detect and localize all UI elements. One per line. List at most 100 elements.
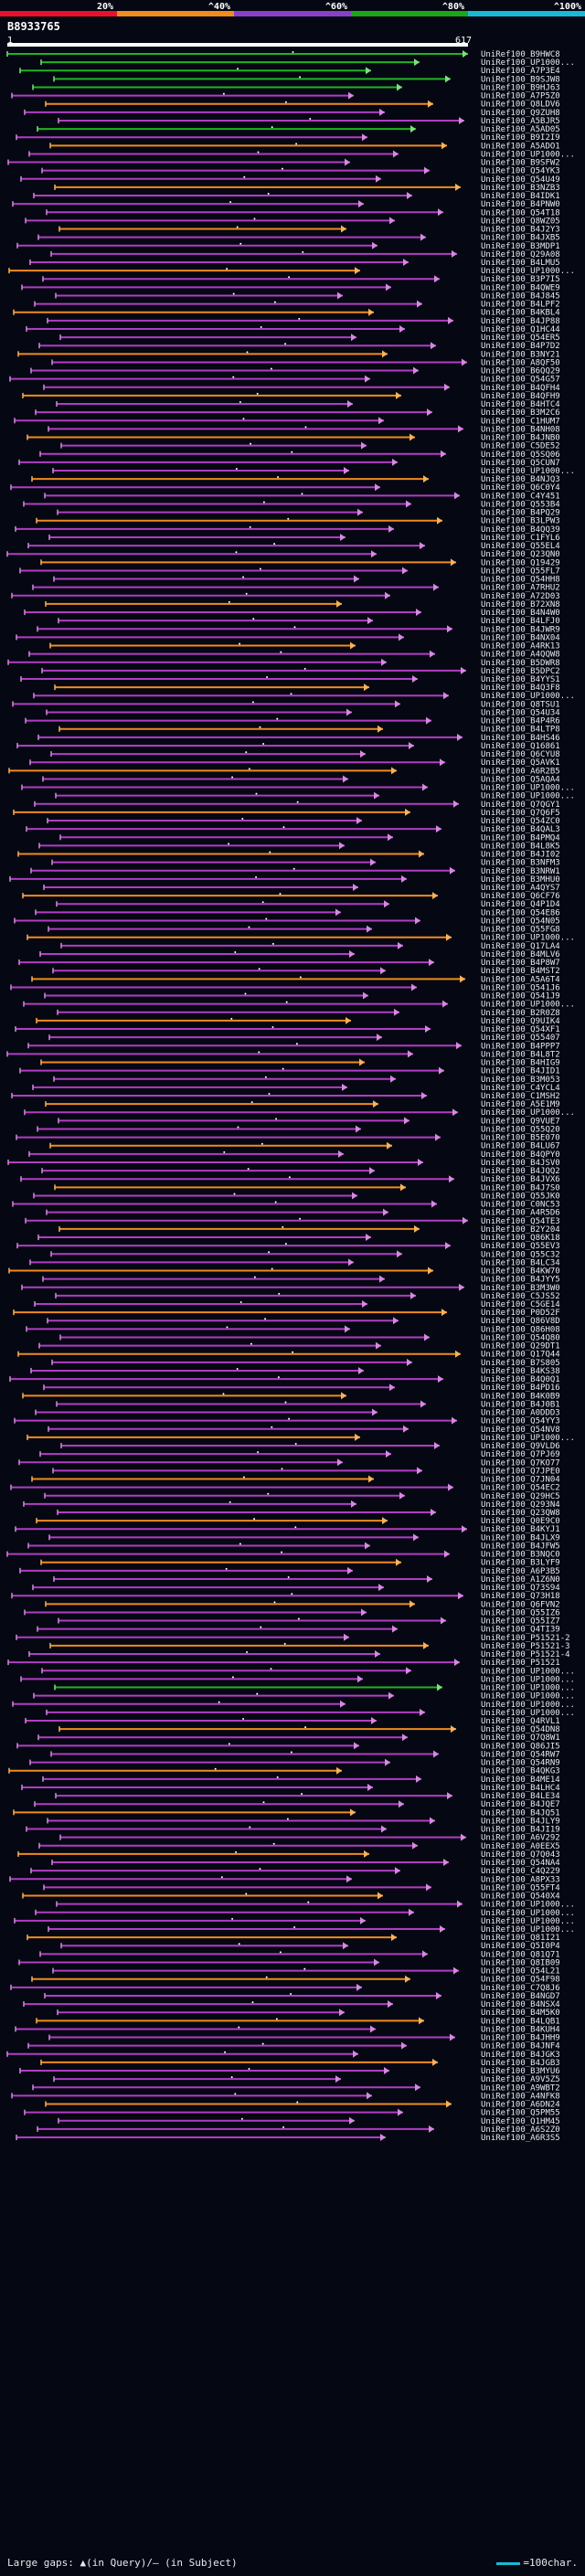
hit-label[interactable]: UniRef100_UP1000... (481, 150, 575, 159)
hit-row[interactable]: UniRef100_B4MST2 (52, 967, 560, 976)
hit-row[interactable]: UniRef100_B4QPY0 (28, 1150, 560, 1160)
hit-label[interactable]: UniRef100_B4NJQ3 (481, 475, 560, 484)
hit-label[interactable]: UniRef100_Q8WZ05 (481, 217, 560, 226)
hit-label[interactable]: UniRef100_B4NH08 (481, 425, 560, 434)
hit-label[interactable]: UniRef100_B3NRW1 (481, 867, 560, 876)
hit-row[interactable]: UniRef100_Q55IZ6 (24, 1608, 560, 1617)
hit-row[interactable]: UniRef100_Q7PJ69 (39, 1450, 560, 1459)
hit-row[interactable]: UniRef100_B2Y204 (58, 1224, 560, 1235)
hit-row[interactable]: UniRef100_A4QQW8 (28, 650, 560, 660)
hit-row[interactable]: UniRef100_B9SJW8 (53, 75, 560, 84)
hit-label[interactable]: UniRef100_A5AD05 (481, 125, 560, 134)
hit-row[interactable]: UniRef100_UP1000... (33, 1691, 575, 1701)
hit-row[interactable]: UniRef100_Q54NA4 (51, 1859, 560, 1868)
hit-label[interactable]: UniRef100_B4K0B9 (481, 1392, 560, 1401)
hit-row[interactable]: UniRef100_B4KYJ1 (15, 1525, 560, 1534)
hit-label[interactable]: UniRef100_B4HS46 (481, 734, 560, 743)
hit-row[interactable]: UniRef100_B3NQC0 (6, 1550, 560, 1560)
hit-row[interactable]: UniRef100_B4HTC4 (56, 400, 560, 409)
hit-label[interactable]: UniRef100_Q55Q20 (481, 1125, 560, 1134)
hit-label[interactable]: UniRef100_B4LQB1 (481, 2017, 560, 2026)
hit-row[interactable]: UniRef100_UP1000... (28, 150, 575, 159)
hit-row[interactable]: UniRef100_B4PQ29 (57, 508, 560, 518)
hit-row[interactable]: UniRef100_B4JI02 (17, 850, 560, 860)
hit-row[interactable]: UniRef100_B4L8K5 (38, 842, 560, 851)
hit-row[interactable]: UniRef100_B5DWR8 (7, 658, 560, 668)
hit-row[interactable]: UniRef100_A4R5D6 (46, 1208, 560, 1218)
hit-row[interactable]: UniRef100_B4NSX4 (23, 2000, 560, 2009)
hit-label[interactable]: UniRef100_B4JWR9 (481, 625, 560, 634)
hit-label[interactable]: UniRef100_B4JI19 (481, 1826, 560, 1835)
hit-label[interactable]: UniRef100_Q54Q80 (481, 1333, 560, 1342)
hit-row[interactable]: UniRef100_B6QQ29 (30, 366, 560, 376)
hit-label[interactable]: UniRef100_A5A6T4 (481, 975, 560, 984)
hit-row[interactable]: UniRef100_Q54YY3 (14, 1416, 560, 1426)
hit-row[interactable]: UniRef100_B4LMU5 (29, 259, 560, 268)
hit-row[interactable]: UniRef100_UP1000... (27, 933, 575, 943)
hit-row[interactable]: UniRef100_Q86H08 (26, 1325, 560, 1334)
hit-row[interactable]: UniRef100_Q5AQA4 (42, 775, 560, 784)
hit-row[interactable]: UniRef100_B4PPP7 (27, 1042, 560, 1051)
hit-label[interactable]: UniRef100_UP1000... (481, 1709, 575, 1718)
hit-label[interactable]: UniRef100_Q7PJ69 (481, 1450, 560, 1459)
hit-label[interactable]: UniRef100_Q5AVK1 (481, 758, 560, 768)
hit-label[interactable]: UniRef100_B3M3W0 (481, 1284, 560, 1293)
hit-label[interactable]: UniRef100_B3NQC0 (481, 1551, 560, 1560)
hit-label[interactable]: UniRef100_A8QF50 (481, 358, 560, 367)
hit-label[interactable]: UniRef100_A5E1M9 (481, 1100, 560, 1109)
hit-row[interactable]: UniRef100_Q54F98 (31, 1975, 560, 1985)
hit-label[interactable]: UniRef100_Q55FL7 (481, 567, 560, 576)
hit-label[interactable]: UniRef100_Q55C32 (481, 1250, 560, 1259)
hit-row[interactable]: UniRef100_B4JID1 (19, 1066, 560, 1076)
hit-row[interactable]: UniRef100_A5BJR5 (58, 116, 560, 126)
hit-label[interactable]: UniRef100_B4JQQ2 (481, 1167, 560, 1176)
hit-row[interactable]: UniRef100_B4JQ51 (13, 1808, 560, 1818)
hit-row[interactable]: UniRef100_B4J2Y3 (58, 225, 560, 235)
hit-label[interactable]: UniRef100_B4P4R6 (481, 717, 560, 726)
hit-label[interactable]: UniRef100_A9WBT2 (481, 2083, 560, 2093)
hit-label[interactable]: UniRef100_Q29A08 (481, 250, 560, 260)
hit-row[interactable]: UniRef100_B4JP88 (47, 316, 560, 326)
hit-row[interactable]: UniRef100_UP1000... (56, 1900, 575, 1910)
hit-label[interactable]: UniRef100_B4JYY5 (481, 1276, 560, 1285)
hit-row[interactable]: UniRef100_Q81I21 (27, 1934, 560, 1943)
hit-row[interactable]: UniRef100_Q4TI39 (37, 1625, 560, 1635)
hit-label[interactable]: UniRef100_Q54N05 (481, 917, 560, 926)
hit-row[interactable]: UniRef100_UP1000... (23, 1000, 575, 1010)
hit-label[interactable]: UniRef100_B4HIG9 (481, 1059, 560, 1068)
hit-label[interactable]: UniRef100_Q54YK3 (481, 167, 560, 176)
hit-label[interactable]: UniRef100_B4PQ29 (481, 509, 560, 518)
hit-label[interactable]: UniRef100_B3MHU0 (481, 875, 560, 885)
hit-row[interactable]: UniRef100_Q8IB09 (18, 1958, 560, 1967)
hit-row[interactable]: UniRef100_B4N4W0 (24, 609, 560, 618)
hit-row[interactable]: UniRef100_Q55FT4 (43, 1883, 560, 1892)
hit-label[interactable]: UniRef100_Q54L21 (481, 1967, 560, 1977)
hit-row[interactable]: UniRef100_B4JNB0 (27, 433, 560, 443)
hit-row[interactable]: UniRef100_UP1000... (8, 267, 575, 276)
hit-row[interactable]: UniRef100_B4JNF4 (27, 2041, 560, 2051)
hit-row[interactable]: UniRef100_B4KW70 (8, 1267, 560, 1277)
hit-row[interactable]: UniRef100_B4Q3F8 (54, 684, 560, 693)
hit-label[interactable]: UniRef100_UP1000... (481, 1001, 575, 1010)
hit-label[interactable]: UniRef100_B4LC34 (481, 1258, 560, 1267)
hit-label[interactable]: UniRef100_Q54ER5 (481, 334, 560, 343)
hit-label[interactable]: UniRef100_B4JVX6 (481, 1175, 560, 1184)
hit-label[interactable]: UniRef100_B4QPY0 (481, 1150, 560, 1160)
hit-label[interactable]: UniRef100_Q81I21 (481, 1934, 560, 1943)
hit-label[interactable]: UniRef100_A7RHU2 (481, 584, 560, 593)
hit-label[interactable]: UniRef100_B4LTP8 (481, 726, 560, 735)
hit-row[interactable]: UniRef100_B3MYU6 (19, 2067, 560, 2076)
hit-row[interactable]: UniRef100_Q86JI5 (16, 1742, 560, 1751)
hit-label[interactable]: UniRef100_B4JXB5 (481, 234, 560, 243)
hit-row[interactable]: UniRef100_Q54TE3 (25, 1216, 560, 1226)
hit-label[interactable]: UniRef100_A8PX33 (481, 1875, 560, 1884)
hit-label[interactable]: UniRef100_Q17LA4 (481, 942, 560, 951)
hit-label[interactable]: UniRef100_Q55FG8 (481, 926, 560, 935)
hit-row[interactable]: UniRef100_A6R3S5 (16, 2134, 560, 2143)
hit-row[interactable]: UniRef100_UP1000... (20, 1675, 575, 1684)
hit-label[interactable]: UniRef100_B4QFH4 (481, 384, 560, 393)
hit-label[interactable]: UniRef100_B9HWC8 (481, 50, 560, 59)
hit-row[interactable]: UniRef100_A1Z6N0 (53, 1574, 560, 1585)
hit-label[interactable]: UniRef100_Q7JN04 (481, 1476, 560, 1485)
hit-label[interactable]: UniRef100_B4QFH9 (481, 392, 560, 401)
